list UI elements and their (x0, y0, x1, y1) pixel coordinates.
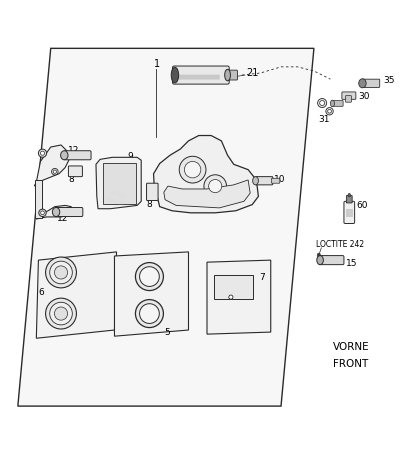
Ellipse shape (358, 79, 365, 89)
Ellipse shape (347, 194, 350, 198)
Text: 60: 60 (356, 201, 367, 209)
FancyBboxPatch shape (172, 67, 229, 85)
Polygon shape (18, 49, 313, 406)
Ellipse shape (135, 263, 163, 291)
FancyBboxPatch shape (146, 184, 158, 201)
Text: 21: 21 (245, 68, 258, 78)
Ellipse shape (45, 258, 76, 288)
Bar (214, 275, 253, 299)
FancyBboxPatch shape (177, 76, 219, 80)
FancyBboxPatch shape (343, 202, 354, 224)
Ellipse shape (40, 152, 45, 156)
Text: 6: 6 (38, 288, 44, 297)
Polygon shape (164, 180, 249, 208)
Text: 9: 9 (127, 151, 133, 160)
Text: VORNE: VORNE (332, 342, 368, 352)
FancyBboxPatch shape (318, 256, 343, 265)
Text: 30: 30 (358, 92, 369, 101)
FancyBboxPatch shape (345, 97, 351, 103)
Ellipse shape (171, 68, 178, 84)
FancyBboxPatch shape (68, 167, 82, 177)
Ellipse shape (316, 254, 320, 258)
Text: 10: 10 (274, 174, 285, 183)
Ellipse shape (54, 266, 67, 279)
Ellipse shape (60, 151, 68, 160)
FancyBboxPatch shape (346, 196, 351, 204)
Text: 5: 5 (164, 327, 169, 336)
Text: FRONT: FRONT (332, 358, 368, 368)
Polygon shape (34, 146, 69, 187)
Polygon shape (114, 252, 188, 337)
Ellipse shape (184, 162, 200, 178)
Text: LOCTITE 242: LOCTITE 242 (315, 239, 363, 248)
FancyBboxPatch shape (361, 80, 379, 88)
Ellipse shape (135, 300, 163, 328)
Polygon shape (206, 260, 270, 335)
FancyBboxPatch shape (255, 177, 272, 186)
Ellipse shape (204, 176, 226, 198)
Ellipse shape (224, 70, 230, 82)
Text: 35: 35 (382, 76, 394, 85)
Ellipse shape (45, 298, 76, 329)
Text: artse
wikip: artse wikip (106, 189, 127, 206)
Text: 1: 1 (153, 59, 159, 69)
Text: 12: 12 (57, 214, 68, 223)
Text: 31: 31 (317, 115, 329, 123)
Ellipse shape (179, 157, 206, 184)
Ellipse shape (38, 150, 47, 158)
Ellipse shape (139, 267, 159, 287)
Polygon shape (35, 180, 42, 218)
Ellipse shape (228, 296, 233, 299)
FancyBboxPatch shape (55, 208, 83, 217)
Ellipse shape (50, 262, 72, 284)
FancyBboxPatch shape (341, 93, 355, 100)
Text: 12: 12 (68, 146, 80, 155)
Bar (345, 209, 352, 218)
Ellipse shape (39, 210, 46, 217)
Text: 7: 7 (258, 272, 264, 281)
FancyBboxPatch shape (64, 151, 91, 160)
Polygon shape (153, 136, 258, 213)
Ellipse shape (325, 109, 332, 116)
Ellipse shape (52, 169, 58, 176)
Ellipse shape (252, 177, 258, 186)
Polygon shape (36, 252, 116, 338)
Ellipse shape (327, 110, 330, 114)
Ellipse shape (54, 307, 67, 320)
Ellipse shape (53, 171, 56, 174)
Polygon shape (36, 206, 71, 219)
Ellipse shape (317, 99, 326, 109)
Ellipse shape (40, 211, 44, 215)
Ellipse shape (316, 256, 323, 265)
FancyBboxPatch shape (331, 101, 342, 107)
FancyBboxPatch shape (271, 179, 279, 184)
Ellipse shape (139, 304, 159, 324)
Polygon shape (96, 158, 141, 209)
Text: 8: 8 (68, 175, 74, 184)
Text: 8: 8 (146, 199, 152, 208)
Ellipse shape (52, 208, 59, 217)
Ellipse shape (319, 101, 324, 106)
Ellipse shape (208, 180, 221, 193)
Ellipse shape (50, 303, 72, 325)
Bar (103, 164, 136, 204)
FancyBboxPatch shape (226, 71, 237, 81)
Text: 15: 15 (345, 258, 356, 267)
Ellipse shape (330, 101, 334, 108)
